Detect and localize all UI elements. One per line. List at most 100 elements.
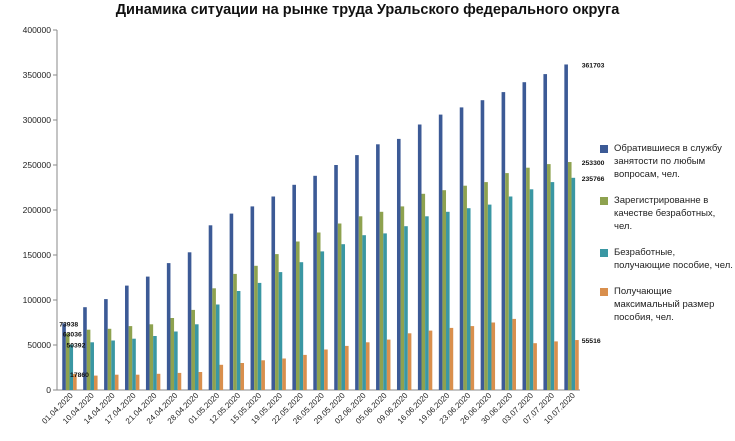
bar <box>466 208 471 390</box>
bar <box>324 349 328 390</box>
bar <box>362 235 366 390</box>
bar <box>261 360 265 390</box>
bar <box>554 341 558 390</box>
bar <box>90 342 94 390</box>
chart-title: Динамика ситуации на рынке труда Уральск… <box>115 2 620 18</box>
data-label: 361703 <box>582 62 605 69</box>
bar <box>156 373 161 390</box>
y-tick-label: 400000 <box>23 25 52 35</box>
y-tick-label: 150000 <box>23 250 52 260</box>
bar <box>567 162 572 390</box>
bar <box>282 358 286 390</box>
bar <box>376 144 380 390</box>
legend-item: Безработные, получающие пособие, чел. <box>598 246 733 272</box>
legend-label: Получающие максимальный размер пособия, … <box>614 286 715 323</box>
bar <box>198 372 203 390</box>
bar <box>292 184 296 390</box>
legend-swatch <box>600 197 608 205</box>
data-label: 253300 <box>582 160 605 167</box>
bar <box>396 138 401 390</box>
legend-item: Зарегистрированне в качестве безработных… <box>598 194 733 233</box>
bar <box>383 233 387 390</box>
bar <box>484 182 488 390</box>
bar <box>250 206 255 390</box>
bar <box>69 344 74 390</box>
bar <box>365 342 370 390</box>
bar <box>547 164 551 390</box>
y-tick-label: 100000 <box>23 295 52 305</box>
bar <box>233 273 237 390</box>
bar <box>212 288 216 390</box>
data-label: 73938 <box>59 321 78 328</box>
bar <box>505 173 509 390</box>
bar <box>526 167 530 390</box>
bar <box>533 343 537 390</box>
bar <box>240 363 245 390</box>
bar <box>236 291 241 390</box>
bar <box>316 232 321 390</box>
bar <box>194 324 199 390</box>
bar <box>355 155 359 390</box>
bar <box>400 206 405 390</box>
bar <box>257 282 262 390</box>
bar <box>111 340 115 390</box>
bar <box>145 276 150 390</box>
bar <box>428 330 433 390</box>
data-label: 17860 <box>70 372 89 379</box>
bar <box>345 345 349 390</box>
bar <box>271 196 276 390</box>
bar <box>65 333 70 390</box>
bar <box>275 254 279 390</box>
bar <box>571 177 576 390</box>
bar <box>425 216 429 390</box>
bar <box>219 364 224 390</box>
bar <box>449 327 454 390</box>
legend-swatch <box>600 288 608 296</box>
bar <box>93 375 98 390</box>
bar <box>313 175 317 390</box>
bar <box>442 190 447 390</box>
legend-label: Обратившиеся в службу занятости по любым… <box>614 143 722 180</box>
bar <box>132 338 136 390</box>
bar <box>125 285 129 390</box>
bar <box>550 182 555 390</box>
bar <box>62 323 66 390</box>
bar <box>337 223 342 390</box>
bar <box>417 124 422 390</box>
bar <box>177 372 182 390</box>
bar <box>278 272 283 390</box>
bar <box>303 354 307 390</box>
bar <box>174 331 178 390</box>
bar <box>166 263 171 390</box>
bar <box>104 299 108 390</box>
bar <box>480 100 485 390</box>
y-tick-label: 250000 <box>23 160 52 170</box>
bar <box>191 309 195 390</box>
bar <box>358 216 363 390</box>
bar <box>83 307 87 390</box>
bar <box>575 340 579 390</box>
legend: Обратившиеся в службу занятости по любым… <box>598 142 733 337</box>
legend-label: Зарегистрированне в качестве безработных… <box>614 195 716 232</box>
bar <box>564 64 568 390</box>
bar <box>407 333 412 390</box>
bar <box>229 213 234 390</box>
bar <box>501 92 506 390</box>
data-label: 63036 <box>63 331 82 338</box>
bar <box>170 318 175 390</box>
bar <box>508 196 513 390</box>
legend-item: Обратившиеся в службу занятости по любым… <box>598 142 733 181</box>
legend-swatch <box>600 249 608 257</box>
legend-label: Безработные, получающие пособие, чел. <box>614 247 733 271</box>
bar <box>299 262 304 390</box>
bar <box>341 244 346 390</box>
bar <box>107 328 112 390</box>
legend-swatch <box>600 145 608 153</box>
bar <box>529 189 534 390</box>
bar <box>386 339 391 390</box>
bar <box>470 326 475 390</box>
legend-item: Получающие максимальный размер пособия, … <box>598 285 733 324</box>
bar <box>421 193 426 390</box>
bar <box>149 324 154 390</box>
